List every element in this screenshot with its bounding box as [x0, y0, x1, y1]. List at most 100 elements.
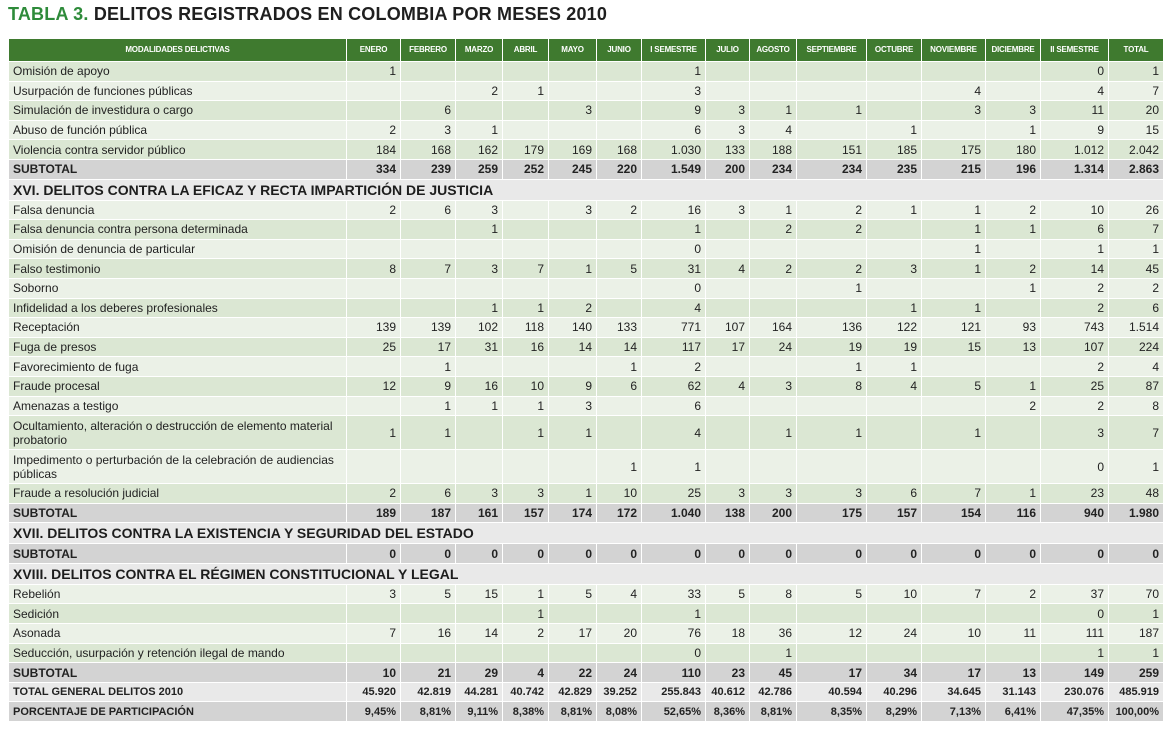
- header-row: MODALIDADES DELICTIVAS ENERO FEBRERO MARZO A…: [8, 38, 1164, 62]
- cell-i-semestre: 117: [641, 336, 706, 358]
- cell-enero: 12: [346, 375, 401, 397]
- cell-octubre: 1: [866, 356, 922, 377]
- cell-abril: [502, 199, 549, 221]
- cell-diciembre: [985, 642, 1041, 664]
- row-label: Omisión de denuncia de particular: [8, 238, 347, 260]
- cell-septiembre: 8: [796, 375, 867, 397]
- cell-junio: [596, 642, 642, 664]
- cell-febrero: [400, 297, 456, 319]
- cell-septiembre: 40.594: [796, 681, 867, 703]
- table-row: Impedimento o perturbación de la celebra…: [8, 449, 1164, 485]
- cell-octubre: 8,29%: [866, 701, 922, 723]
- row-label: Falsa denuncia contra persona determinad…: [8, 219, 347, 240]
- cell-septiembre: 2: [796, 258, 867, 279]
- cell-abril: 40.742: [502, 681, 549, 703]
- cell-ii-semestre: 3: [1040, 415, 1109, 451]
- cell-noviembre: 215: [921, 158, 986, 180]
- cell-julio: 3: [705, 483, 750, 504]
- cell-julio: 23: [705, 662, 750, 683]
- cell-total: 45: [1108, 258, 1164, 279]
- cell-total: 1.514: [1108, 317, 1164, 338]
- cell-marzo: 1: [455, 297, 503, 319]
- cell-julio: [705, 603, 750, 625]
- row-label: Rebelión: [8, 583, 347, 605]
- cell-junio: 14: [596, 336, 642, 358]
- cell-enero: 2: [346, 199, 401, 221]
- cell-diciembre: 1: [985, 375, 1041, 397]
- column-header: MODALIDADES DELICTIVAS: [8, 38, 347, 62]
- cell-mayo: 3: [548, 100, 597, 121]
- cell-marzo: 3: [455, 483, 503, 504]
- cell-octubre: 4: [866, 375, 922, 397]
- cell-marzo: 162: [455, 139, 503, 160]
- cell-febrero: 6: [400, 199, 456, 221]
- cell-marzo: 3: [455, 258, 503, 279]
- cell-i-semestre: 76: [641, 623, 706, 644]
- cell-noviembre: 3: [921, 100, 986, 121]
- cell-marzo: 15: [455, 583, 503, 605]
- cell-ii-semestre: 11: [1040, 100, 1109, 121]
- row-label: Fraude procesal: [8, 375, 347, 397]
- cell-julio: 4: [705, 375, 750, 397]
- cell-diciembre: 2: [985, 583, 1041, 605]
- cell-enero: [346, 356, 401, 377]
- cell-total: 0: [1108, 543, 1164, 564]
- cell-noviembre: 7: [921, 583, 986, 605]
- cell-noviembre: [921, 356, 986, 377]
- cell-i-semestre: 110: [641, 662, 706, 683]
- cell-i-semestre: 0: [641, 238, 706, 260]
- cell-abril: [502, 119, 549, 141]
- table-row: Abuso de función pública 2 3 1 6 3 4 1 1 9 15: [8, 119, 1164, 141]
- cell-noviembre: 1: [921, 219, 986, 240]
- cell-total: 1: [1108, 603, 1164, 625]
- cell-julio: 138: [705, 502, 750, 524]
- section-title: XVII. DELITOS CONTRA LA EXISTENCIA Y SEG…: [8, 522, 1164, 545]
- table-row: Sedición 1 1 0 1: [8, 603, 1164, 625]
- column-header: MAYO: [548, 38, 597, 62]
- cell-ii-semestre: 1: [1040, 642, 1109, 664]
- cell-ii-semestre: 9: [1040, 119, 1109, 141]
- cell-diciembre: 31.143: [985, 681, 1041, 703]
- table-row: Falso testimonio 8 7 3 7 1 5 31 4 2 2 3 1 2 14 45: [8, 258, 1164, 279]
- cell-mayo: 42.829: [548, 681, 597, 703]
- cell-total: 26: [1108, 199, 1164, 221]
- cell-total: 1: [1108, 642, 1164, 664]
- cell-marzo: 31: [455, 336, 503, 358]
- cell-ii-semestre: 2: [1040, 297, 1109, 319]
- cell-i-semestre: 6: [641, 395, 706, 417]
- cell-ii-semestre: 6: [1040, 219, 1109, 240]
- cell-agosto: 0: [749, 543, 797, 564]
- cell-i-semestre: 1: [641, 603, 706, 625]
- cell-marzo: 0: [455, 543, 503, 564]
- cell-septiembre: 1: [796, 100, 867, 121]
- cell-febrero: [400, 219, 456, 240]
- cell-i-semestre: 31: [641, 258, 706, 279]
- cell-julio: 17: [705, 336, 750, 358]
- cell-noviembre: [921, 119, 986, 141]
- cell-mayo: 174: [548, 502, 597, 524]
- cell-i-semestre: 1.030: [641, 139, 706, 160]
- cell-i-semestre: 2: [641, 356, 706, 377]
- cell-noviembre: 175: [921, 139, 986, 160]
- table-row: Amenazas a testigo 1 1 1 3 6 2 2 8: [8, 395, 1164, 417]
- cell-septiembre: [796, 119, 867, 141]
- cell-enero: 189: [346, 502, 401, 524]
- column-header: SEPTIEMBRE: [796, 38, 867, 62]
- table-row: Omisión de denuncia de particular 0 1 1 1: [8, 238, 1164, 260]
- cell-febrero: 1: [400, 395, 456, 417]
- cell-agosto: 36: [749, 623, 797, 644]
- cell-noviembre: 1: [921, 297, 986, 319]
- cell-total: 15: [1108, 119, 1164, 141]
- cell-abril: [502, 449, 549, 485]
- cell-noviembre: 1: [921, 258, 986, 279]
- cell-mayo: 169: [548, 139, 597, 160]
- cell-i-semestre: 1.549: [641, 158, 706, 180]
- cell-enero: 9,45%: [346, 701, 401, 723]
- cell-agosto: [749, 277, 797, 299]
- cell-mayo: 17: [548, 623, 597, 644]
- cell-enero: 2: [346, 119, 401, 141]
- table-row: Omisión de apoyo 1 1 0 1: [8, 61, 1164, 82]
- cell-septiembre: 5: [796, 583, 867, 605]
- row-label: SUBTOTAL: [8, 662, 347, 683]
- cell-ii-semestre: 14: [1040, 258, 1109, 279]
